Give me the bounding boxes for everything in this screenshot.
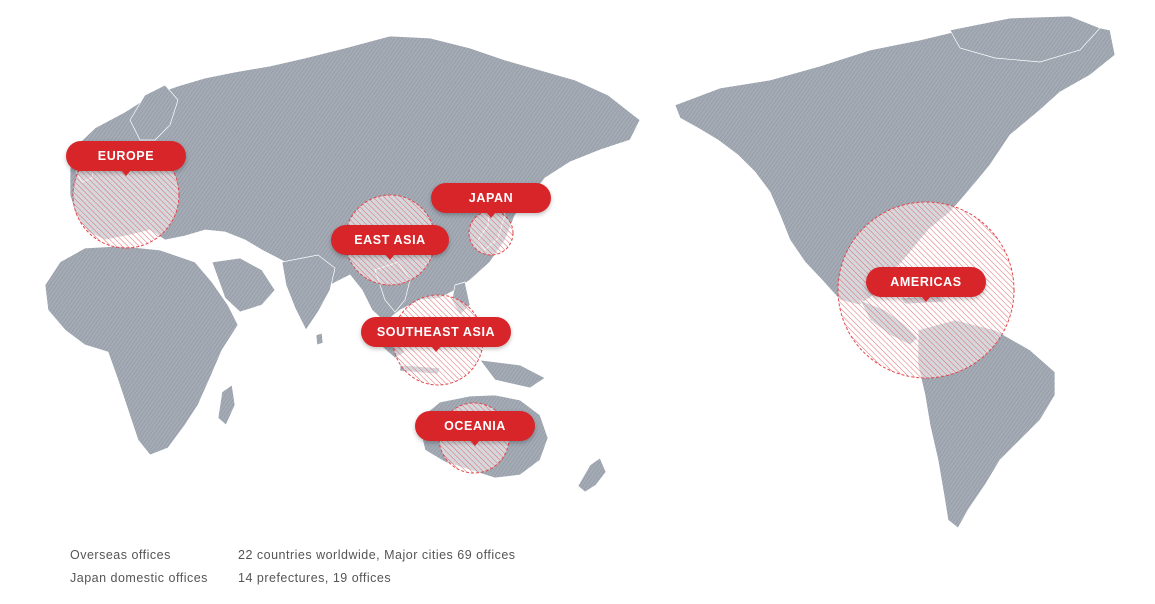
scandinavia xyxy=(129,84,179,141)
domestic-value: 14 prefectures, 19 offices xyxy=(238,571,392,585)
region-pin-southeast-asia[interactable]: SOUTHEAST ASIA xyxy=(361,317,511,352)
japan-circle xyxy=(468,210,514,256)
new-zealand xyxy=(577,457,607,493)
overseas-label: Overseas offices xyxy=(70,548,171,562)
region-pin-europe[interactable]: EUROPE xyxy=(66,141,186,176)
overseas-value: 22 countries worldwide, Major cities 69 … xyxy=(238,548,516,562)
region-pin-americas[interactable]: AMERICAS xyxy=(866,267,986,302)
world-map-svg xyxy=(44,15,1116,529)
africa xyxy=(44,245,239,456)
stats-row-overseas: Overseas offices 22 countries worldwide,… xyxy=(70,547,516,570)
sri-lanka xyxy=(315,332,324,346)
arabian-peninsula xyxy=(211,257,276,313)
world-map: EUROPE JAPAN EAST ASIA SOUTHEAST ASIA OC… xyxy=(44,15,1116,529)
office-stats: Overseas offices 22 countries worldwide,… xyxy=(70,547,516,593)
region-pin-oceania[interactable]: OCEANIA xyxy=(415,411,535,446)
madagascar xyxy=(217,384,236,426)
greenland xyxy=(949,15,1101,63)
stats-row-domestic: Japan domestic offices 14 prefectures, 1… xyxy=(70,570,516,593)
indian-subcontinent xyxy=(281,254,336,331)
region-pin-japan[interactable]: JAPAN xyxy=(431,183,551,218)
new-guinea xyxy=(479,359,546,389)
domestic-label: Japan domestic offices xyxy=(70,571,208,585)
region-pin-east-asia[interactable]: EAST ASIA xyxy=(331,225,449,260)
